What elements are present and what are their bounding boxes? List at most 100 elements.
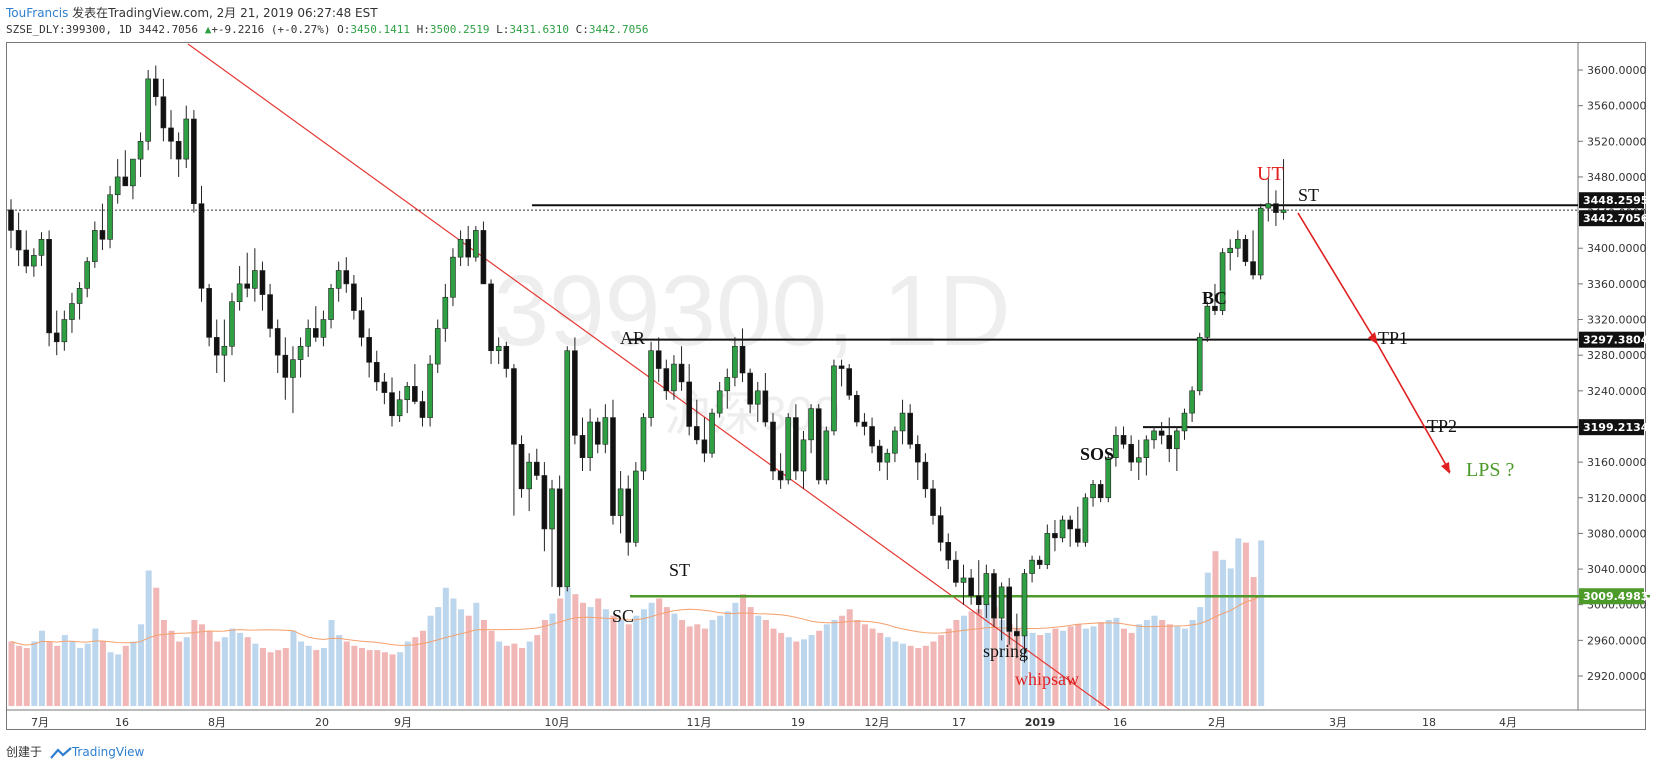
candle-body [975, 595, 982, 606]
candle-body [983, 573, 990, 606]
volume-bar [694, 624, 701, 706]
candle-body [1135, 457, 1142, 463]
volume-bar [259, 647, 266, 706]
volume-bar [1082, 628, 1089, 706]
candle-body [297, 345, 304, 360]
candle-body [648, 350, 654, 418]
price-tick-label: 2960.0000 [1587, 634, 1647, 647]
chart-frame [6, 42, 1646, 730]
time-tick-label: 20 [315, 716, 329, 729]
candle-body [1036, 559, 1043, 565]
volume-bar [755, 615, 762, 706]
annotation-sos: SOS [1080, 444, 1114, 464]
candle-body [274, 328, 281, 356]
price-tags: 3448.2595 3442.7056 3297.3804 3199.2134 3009… [1579, 192, 1649, 605]
volume-bar [884, 637, 891, 706]
volume-bar [138, 624, 145, 706]
volume-bar [747, 607, 754, 706]
volume-bar [61, 635, 68, 706]
volume-bar [892, 641, 899, 706]
volume-bar [336, 635, 343, 706]
volume-bar [900, 643, 907, 706]
volume-bar [153, 587, 160, 706]
candle-body [693, 426, 700, 441]
candle-body [1250, 261, 1256, 276]
candle-body [892, 430, 898, 454]
volume-bar [389, 654, 396, 706]
arrow-to-lps [1377, 344, 1451, 473]
volume-bar [740, 594, 747, 706]
volume-bar [907, 645, 914, 706]
volume-bar [610, 615, 617, 706]
volume-bar [480, 620, 487, 706]
candle-body [76, 288, 83, 304]
price-tag-box [1579, 331, 1644, 348]
candle-body [930, 488, 936, 516]
time-tick-label: 18 [1422, 716, 1436, 729]
tradingview-logo-icon[interactable]: TradingView [50, 745, 144, 759]
volume-bar [442, 587, 449, 706]
candle-body [1280, 209, 1287, 213]
price-tick-label: 3040.0000 [1587, 563, 1647, 576]
candle-body [1067, 519, 1073, 530]
annotation-ut: UT [1257, 163, 1284, 185]
volume-bar [1052, 628, 1059, 706]
author-link[interactable]: TouFrancis [6, 6, 69, 20]
candle-body [1265, 203, 1272, 209]
volume-bar [679, 620, 686, 706]
annotation-st-1: ST [669, 560, 690, 580]
volume-bar [1151, 615, 1158, 706]
candle-body [1143, 439, 1150, 458]
volume-bar [854, 620, 861, 706]
candle-body [343, 270, 350, 285]
volume-bar [778, 632, 785, 706]
candle-body [404, 386, 411, 401]
candle-body [800, 439, 807, 472]
volume-bar [313, 650, 320, 706]
candle-body [312, 328, 319, 338]
price-tag-label: 3442.7056 [1583, 212, 1649, 225]
candle-body [168, 127, 174, 142]
volume-bar [77, 647, 84, 706]
volume-bar [1029, 632, 1036, 706]
volume-bar [305, 645, 312, 706]
volume-bar [298, 641, 305, 706]
candle-body [1219, 252, 1226, 311]
volume-bar [869, 628, 876, 706]
price-tag-box [1579, 210, 1644, 227]
volume-bars [8, 538, 1265, 706]
volume-bar [595, 598, 602, 706]
volume-bar [412, 637, 419, 706]
candle-body [61, 319, 68, 343]
candle-body [1174, 430, 1180, 450]
volume-bar [351, 645, 358, 706]
projection-arrows [1297, 212, 1451, 474]
candle-body [678, 363, 685, 383]
candle-body [1021, 573, 1028, 637]
volume-bar [1197, 607, 1204, 706]
candle-body [907, 412, 913, 445]
volume-bar [572, 594, 579, 706]
candle-body [1029, 559, 1035, 574]
candle-body [663, 368, 670, 392]
candle-body [709, 412, 715, 454]
volume-bar [1227, 568, 1234, 706]
price-tick-label: 3400.0000 [1587, 242, 1647, 255]
annotation-spring: spring [983, 641, 1028, 661]
candle-body [838, 365, 845, 369]
volume-bar [549, 613, 556, 706]
price-tag-label: 3199.2134 [1583, 421, 1649, 434]
volume-bar [252, 643, 259, 706]
candle-body [747, 372, 753, 405]
volume-bar [999, 620, 1006, 706]
candle-body [1120, 435, 1127, 445]
candle-body [92, 230, 98, 262]
time-axis[interactable]: 7月 16 8月 20 9月 10月 11月 19 12月 17 2019 16 2月 3月 18 4月 [31, 716, 1517, 729]
volume-bar [968, 611, 975, 706]
volume-bar [717, 615, 724, 706]
volume-bar [237, 632, 244, 706]
volume-bar [160, 620, 167, 706]
volume-moving-average [10, 595, 1261, 646]
price-tick-label: 2920.0000 [1587, 670, 1647, 683]
